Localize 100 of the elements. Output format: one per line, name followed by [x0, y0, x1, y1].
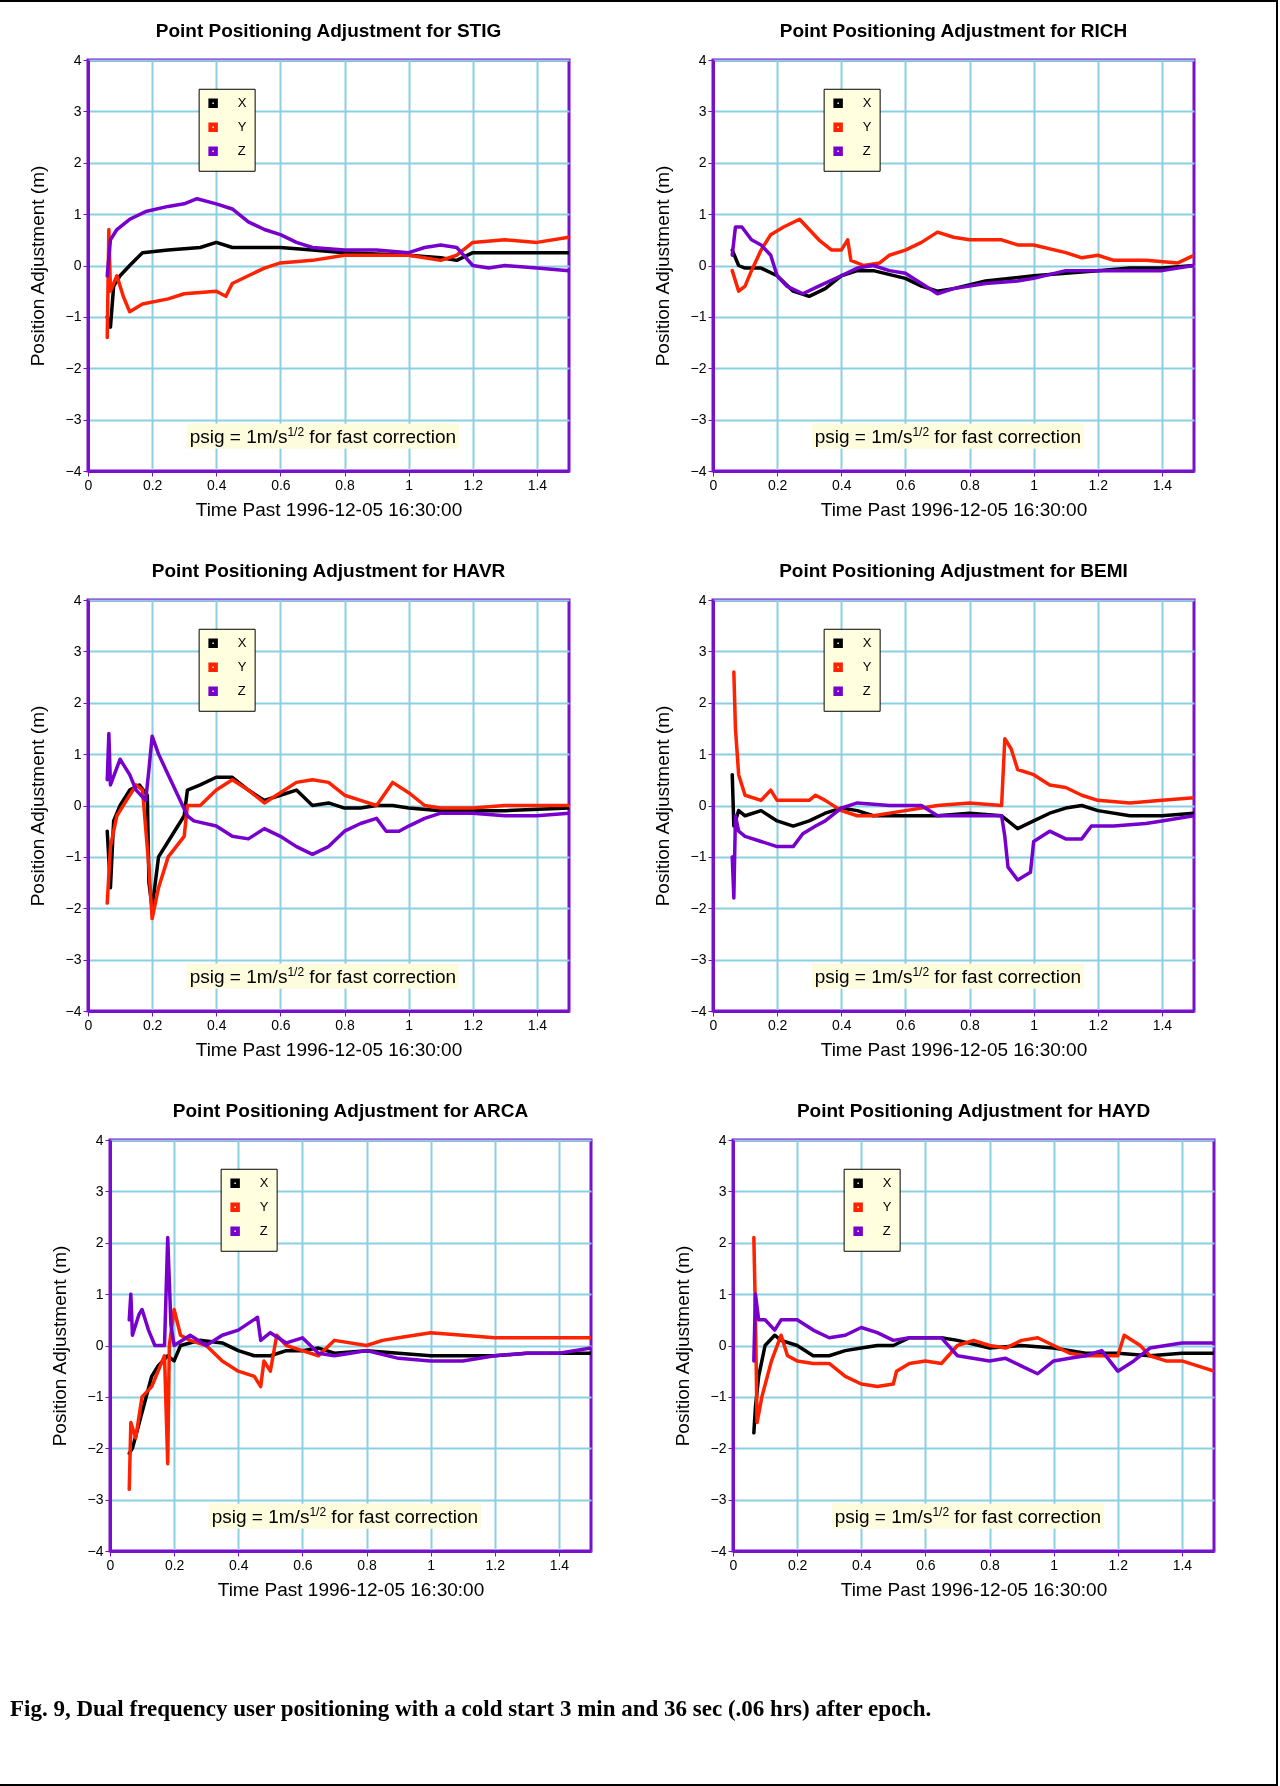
x-tick-label: 0.4	[207, 1016, 227, 1033]
x-tick-label: 1.2	[463, 1016, 484, 1033]
y-axis-title: Position Adjustment (m)	[26, 165, 48, 367]
y-tick-label: 1	[698, 205, 707, 222]
y-tick-label: −1	[65, 848, 82, 865]
y-tick-label: 4	[698, 51, 707, 68]
y-tick-label: 2	[95, 1234, 104, 1251]
annotation: psig = 1m/s$^{1/2}$ for fast correction	[811, 963, 1085, 989]
line-series	[127, 1307, 591, 1492]
y-tick-label: 3	[95, 1182, 104, 1199]
y-tick-label: 0	[73, 257, 82, 273]
x-axis-title: Time Past 1996-12-05 16:30:00	[820, 1038, 1088, 1060]
y-tick-label: 4	[73, 51, 82, 68]
y-tick-label: 3	[73, 102, 82, 119]
x-axis-title: Time Past 1996-12-05 16:30:00	[195, 498, 463, 520]
x-tick-label: 0.6	[271, 1016, 291, 1033]
legend-label: Y	[862, 659, 872, 675]
legend-label: X	[882, 1175, 892, 1191]
legend-label: Y	[862, 119, 872, 135]
y-tick-label: 1	[73, 205, 82, 222]
y-tick-label: 1	[718, 1285, 727, 1302]
legend-label: X	[237, 95, 247, 111]
x-tick-label: 1	[1030, 1016, 1039, 1033]
annotation: psig = 1m/s$^{1/2}$ for fast correction	[208, 1503, 482, 1529]
y-tick-label: −3	[87, 1491, 104, 1508]
y-axis-title: Position Adjustment (m)	[26, 705, 48, 907]
x-tick-label: 0.2	[142, 1016, 163, 1033]
x-tick-label: 0.2	[164, 1556, 185, 1573]
y-tick-label: −1	[65, 308, 82, 325]
legend-label: X	[862, 635, 872, 651]
caption: Fig. 9, Dual frequency user positioning with a cold start 3 min and 36 sec (.06 hrs) after epoch.	[10, 1695, 933, 1723]
y-tick-label: 0	[95, 1337, 104, 1353]
x-tick-label: 0.8	[980, 1556, 1000, 1573]
y-axis-title: Position Adjustment (m)	[651, 165, 673, 367]
x-tick-label: 0.4	[832, 1016, 852, 1033]
y-tick-label: −3	[690, 951, 707, 968]
x-tick-label: 0	[106, 1556, 115, 1573]
x-tick-label: 0.8	[960, 1016, 980, 1033]
x-tick-label: 0.6	[916, 1556, 936, 1573]
legend-label: Z	[882, 1223, 891, 1239]
y-tick-label: 0	[698, 797, 707, 813]
y-tick-label: 1	[73, 745, 82, 762]
x-tick-label: 1.4	[527, 1016, 548, 1033]
x-tick-label: 1.4	[1172, 1556, 1193, 1573]
legend-label: Y	[237, 659, 247, 675]
legend-label: Y	[237, 119, 247, 135]
y-axis-title: Position Adjustment (m)	[671, 1245, 693, 1447]
y-tick-label: −4	[65, 462, 82, 479]
x-tick-label: 0.4	[207, 476, 227, 493]
x-tick-label: 0.2	[787, 1556, 808, 1573]
annotation: psig = 1m/s$^{1/2}$ for fast correction	[186, 963, 460, 989]
line-series	[105, 227, 569, 340]
x-tick-label: 0.2	[767, 1016, 788, 1033]
y-tick-label: −3	[710, 1491, 727, 1508]
y-tick-label: 2	[718, 1234, 727, 1251]
annotation: psig = 1m/s$^{1/2}$ for fast correction	[811, 423, 1085, 449]
y-tick-label: 0	[718, 1337, 727, 1353]
x-tick-label: 1.2	[485, 1556, 506, 1573]
x-tick-label: 1	[427, 1556, 436, 1573]
y-tick-label: 3	[698, 102, 707, 119]
x-axis-title: Time Past 1996-12-05 16:30:00	[840, 1578, 1108, 1600]
x-axis-title: Time Past 1996-12-05 16:30:00	[217, 1578, 485, 1600]
y-tick-label: 4	[73, 591, 82, 608]
x-tick-label: 0.2	[142, 476, 163, 493]
x-tick-label: 0	[729, 1556, 738, 1573]
y-tick-label: −3	[65, 411, 82, 428]
y-tick-label: −2	[690, 899, 707, 916]
x-tick-label: 1.2	[1088, 1016, 1109, 1033]
legend-label: X	[237, 635, 247, 651]
y-tick-label: 0	[698, 257, 707, 273]
annotation: psig = 1m/s$^{1/2}$ for fast correction	[186, 423, 460, 449]
y-tick-label: 2	[698, 154, 707, 171]
x-tick-label: 1.4	[1152, 1016, 1173, 1033]
y-tick-label: −1	[87, 1388, 104, 1405]
line-series	[105, 731, 569, 857]
x-tick-label: 0.8	[357, 1556, 377, 1573]
legend-label: Z	[237, 683, 246, 699]
y-tick-label: −2	[65, 899, 82, 916]
line-series	[127, 1235, 591, 1363]
x-tick-label: 0.2	[767, 476, 788, 493]
y-tick-label: 1	[698, 745, 707, 762]
x-tick-label: 1	[405, 476, 414, 493]
x-tick-label: 1.2	[1088, 476, 1109, 493]
y-tick-label: −4	[87, 1542, 104, 1559]
x-tick-label: 0.8	[335, 1016, 355, 1033]
x-tick-label: 0.6	[271, 476, 291, 493]
chart-title: Point Positioning Adjustment for HAYD	[796, 1100, 1151, 1121]
x-tick-label: 1	[405, 1016, 414, 1033]
x-tick-label: 0.4	[852, 1556, 872, 1573]
y-tick-label: 2	[73, 154, 82, 171]
x-tick-label: 0.6	[896, 1016, 916, 1033]
y-tick-label: 4	[698, 591, 707, 608]
y-tick-label: 4	[718, 1131, 727, 1148]
x-tick-label: 0.8	[335, 476, 355, 493]
legend-label: Z	[862, 683, 871, 699]
x-tick-label: 0.6	[896, 476, 916, 493]
y-tick-label: −2	[710, 1439, 727, 1456]
y-axis-title: Position Adjustment (m)	[48, 1245, 70, 1447]
y-tick-label: 3	[73, 642, 82, 659]
y-tick-label: −4	[690, 1002, 707, 1019]
